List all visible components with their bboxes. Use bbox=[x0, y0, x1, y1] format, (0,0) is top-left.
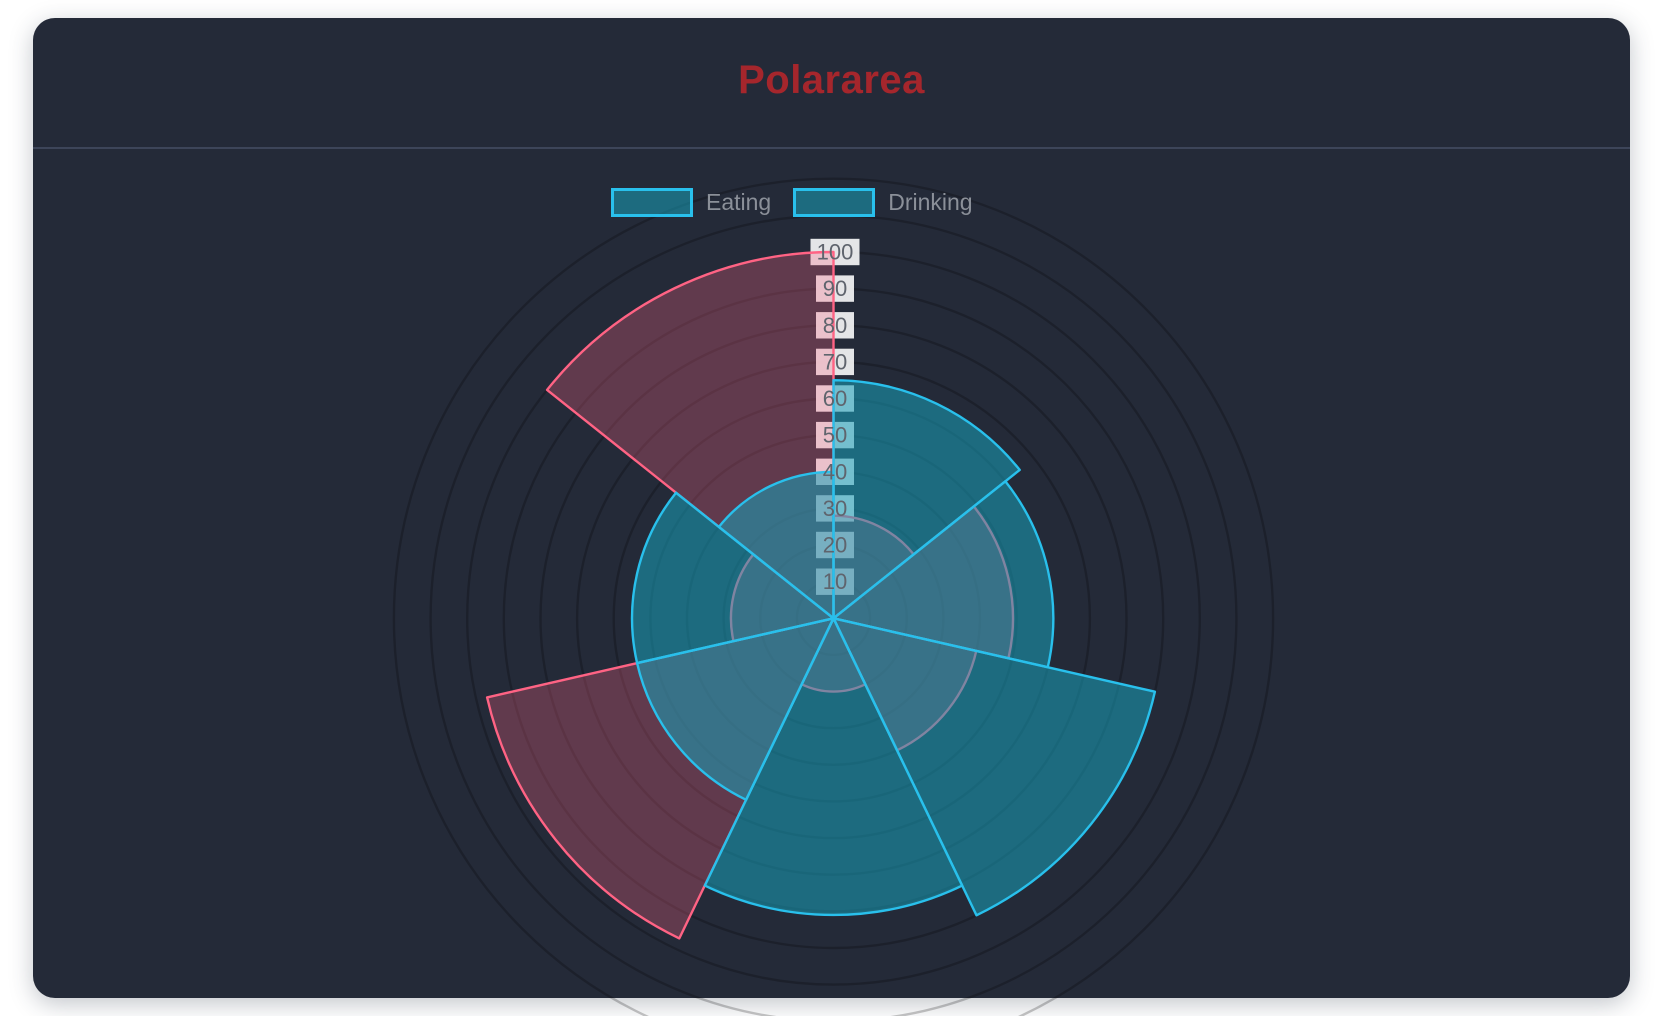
tick-label: 70 bbox=[823, 349, 847, 374]
chart-legend: Eating Drinking bbox=[611, 188, 973, 217]
legend-label: Eating bbox=[706, 189, 772, 215]
drinking-swatch bbox=[793, 188, 876, 217]
tick-label: 60 bbox=[823, 386, 847, 411]
drinking-sector[interactable] bbox=[832, 379, 1021, 620]
drinking-sector[interactable] bbox=[832, 480, 1055, 669]
tick-label: 10 bbox=[823, 569, 847, 594]
tick-label: 40 bbox=[823, 459, 847, 484]
drinking-sector[interactable] bbox=[832, 617, 1157, 917]
page-title: Polararea bbox=[738, 58, 925, 102]
legend-label: Drinking bbox=[888, 189, 973, 215]
legend-item-drinking[interactable]: Drinking bbox=[793, 188, 973, 217]
drinking-sector[interactable] bbox=[717, 470, 835, 620]
drinking-sector[interactable] bbox=[703, 617, 964, 917]
tick-backdrop bbox=[816, 312, 854, 339]
tick-label: 20 bbox=[823, 533, 847, 558]
eating-swatch bbox=[611, 188, 693, 217]
tick-backdrop bbox=[816, 348, 854, 376]
tick-backdrop bbox=[816, 275, 854, 302]
header-divider bbox=[33, 147, 1630, 149]
tick-label: 80 bbox=[823, 313, 847, 338]
tick-label: 30 bbox=[823, 496, 847, 521]
drinking-sector[interactable] bbox=[635, 617, 835, 801]
tick-label: 50 bbox=[823, 423, 847, 448]
grid-ring bbox=[392, 177, 1275, 1016]
tick-label: 100 bbox=[817, 240, 854, 265]
tick-label: 90 bbox=[823, 276, 847, 301]
card-header: Polararea bbox=[33, 18, 1630, 147]
drinking-sector[interactable] bbox=[630, 491, 835, 665]
legend-item-eating[interactable]: Eating bbox=[611, 188, 771, 217]
